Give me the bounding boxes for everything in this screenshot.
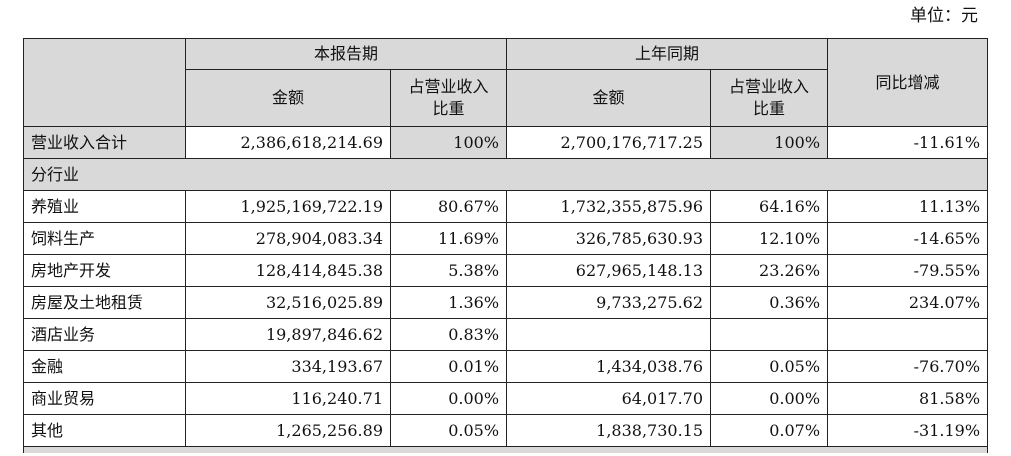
prev-amount (506, 318, 712, 351)
total-prev-share: 100% (710, 126, 829, 159)
cur-share: 0.01% (389, 350, 508, 383)
total-prev-amount: 2,700,176,717.25 (506, 126, 712, 159)
total-yoy: -11.61% (827, 126, 989, 159)
total-row: 营业收入合计 2,386,618,214.69 100% 2,700,176,7… (23, 126, 989, 159)
cur-amount: 1,265,256.89 (185, 414, 391, 447)
cur-amount: 334,193.67 (185, 350, 391, 383)
table-row: 酒店业务 19,897,846.62 0.83% (23, 318, 989, 351)
header-prev-share-line2: 比重 (753, 99, 786, 118)
header-prev-share-line1: 占营业收入 (729, 77, 810, 96)
header-yoy-change: 同比增减 (827, 38, 989, 127)
yoy-change: 81.58% (827, 382, 989, 415)
yoy-change: -76.70% (827, 350, 989, 383)
row-label: 商业贸易 (23, 382, 186, 415)
prev-share (710, 318, 829, 351)
yoy-change: 234.07% (827, 286, 989, 319)
row-label: 房屋及土地租赁 (23, 286, 186, 319)
next-section-cell (22, 446, 989, 453)
cur-share: 11.69% (389, 222, 508, 255)
cur-amount: 1,925,169,722.19 (185, 190, 391, 223)
table-row: 饲料生产 278,904,083.34 11.69% 326,785,630.9… (23, 222, 989, 255)
cur-share: 5.38% (389, 254, 508, 287)
prev-share: 0.00% (710, 382, 829, 415)
cur-share: 0.83% (389, 318, 508, 351)
row-label: 金融 (23, 350, 186, 383)
cur-amount: 278,904,083.34 (185, 222, 391, 255)
prev-amount: 1,434,038.76 (506, 350, 712, 383)
prev-amount: 1,732,355,875.96 (506, 190, 712, 223)
header-cur-amount: 金额 (185, 69, 391, 127)
cur-amount: 19,897,846.62 (185, 318, 391, 351)
prev-amount: 627,965,148.13 (506, 254, 712, 287)
prev-share: 0.36% (710, 286, 829, 319)
cur-share: 0.05% (389, 414, 508, 447)
table-row: 养殖业 1,925,169,722.19 80.67% 1,732,355,87… (23, 190, 989, 223)
section-row: 分行业 (22, 158, 989, 191)
cur-amount: 116,240.71 (185, 382, 391, 415)
prev-amount: 326,785,630.93 (506, 222, 712, 255)
yoy-change: -14.65% (827, 222, 989, 255)
prev-share: 0.07% (710, 414, 829, 447)
header-current-period: 本报告期 (184, 38, 508, 70)
cur-share: 0.00% (389, 382, 508, 415)
prev-amount: 9,733,275.62 (506, 286, 712, 319)
cur-share: 1.36% (389, 286, 508, 319)
prev-share: 0.05% (710, 350, 829, 383)
header-prev-share: 占营业收入 比重 (710, 69, 829, 127)
row-label: 饲料生产 (23, 222, 186, 255)
revenue-composition-table: 本报告期 上年同期 同比增减 金额 占营业收入比重 金额 占营业收入比重 营业收… (22, 38, 989, 453)
header-prior-period: 上年同期 (506, 38, 829, 70)
prev-share: 64.16% (710, 190, 829, 223)
cur-amount: 128,414,845.38 (185, 254, 391, 287)
prev-share: 12.10% (710, 222, 829, 255)
row-label: 房地产开发 (23, 254, 186, 287)
header-prev-amount: 金额 (506, 69, 712, 127)
table-row: 金融 334,193.67 0.01% 1,434,038.76 0.05% -… (23, 350, 989, 383)
header-cur-share: 占营业收入 比重 (389, 69, 508, 127)
yoy-change: -31.19% (827, 414, 989, 447)
cur-amount: 32,516,025.89 (185, 286, 391, 319)
yoy-change: -79.55% (827, 254, 989, 287)
header-blank-cell (23, 38, 186, 127)
section-label: 分行业 (22, 158, 989, 191)
unit-label: 单位：元 (910, 6, 978, 26)
row-label: 酒店业务 (23, 318, 186, 351)
header-row-1: 本报告期 上年同期 同比增减 (23, 38, 989, 127)
header-cur-share-line1: 占营业收入 (408, 77, 489, 96)
row-label: 其他 (23, 414, 186, 447)
table-row: 其他 1,265,256.89 0.05% 1,838,730.15 0.07%… (23, 414, 989, 447)
table-row: 房地产开发 128,414,845.38 5.38% 627,965,148.1… (23, 254, 989, 287)
prev-amount: 1,838,730.15 (506, 414, 712, 447)
yoy-change: 11.13% (827, 190, 989, 223)
row-label: 养殖业 (23, 190, 186, 223)
table-row: 房屋及土地租赁 32,516,025.89 1.36% 9,733,275.62… (23, 286, 989, 319)
header-cur-share-line2: 比重 (432, 99, 465, 118)
prev-amount: 64,017.70 (506, 382, 712, 415)
cur-share: 80.67% (389, 190, 508, 223)
total-cur-amount: 2,386,618,214.69 (185, 126, 391, 159)
next-section-row-partial (22, 446, 989, 453)
yoy-change (827, 318, 989, 351)
header-row-2: 金额 占营业收入比重 金额 占营业收入比重 (24, 69, 988, 127)
table-row: 商业贸易 116,240.71 0.00% 64,017.70 0.00% 81… (23, 382, 989, 415)
prev-share: 23.26% (710, 254, 829, 287)
total-cur-share: 100% (389, 126, 508, 159)
total-label: 营业收入合计 (23, 126, 186, 159)
